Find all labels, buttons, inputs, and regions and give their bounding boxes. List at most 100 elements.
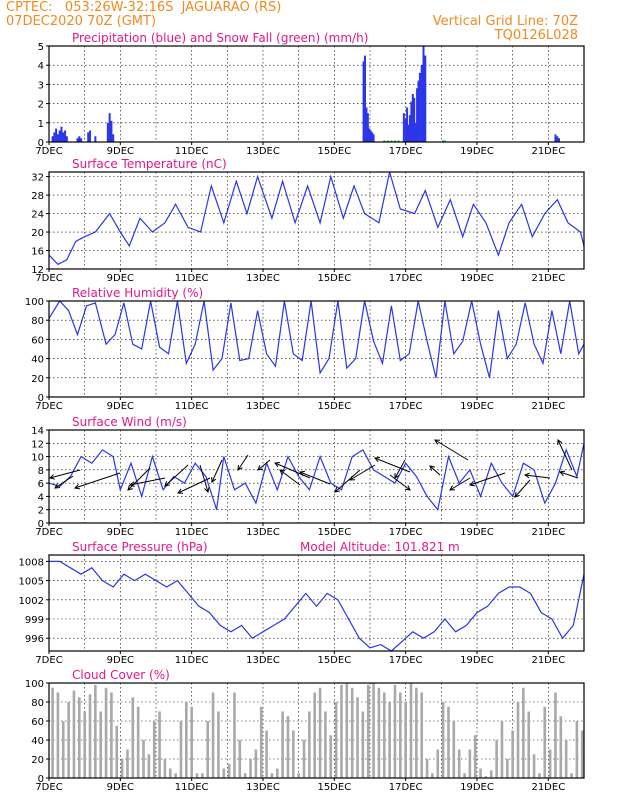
wind-arrow <box>334 469 361 493</box>
wind-arrow <box>49 469 81 479</box>
snow-bar <box>383 140 386 142</box>
cloud-bar <box>324 711 327 778</box>
cloud-bar <box>334 702 338 778</box>
snow-bar <box>443 140 446 142</box>
wind-arrow-head <box>349 475 356 481</box>
y-tick-label: 2 <box>38 100 44 111</box>
x-tick-label: 21DEC <box>531 527 565 538</box>
wind-arrow-head <box>394 472 400 479</box>
cloud-bar <box>382 692 386 778</box>
y-tick-label: 40 <box>31 355 44 366</box>
x-tick-label: 19DEC <box>460 782 494 793</box>
y-tick-label: 28 <box>31 191 44 202</box>
cloud-bar <box>238 740 242 778</box>
wind-arrow <box>374 457 411 473</box>
cloud-bar <box>88 694 92 778</box>
wind-arrow-head <box>434 439 441 445</box>
precip-bar <box>94 136 97 142</box>
wind-arrow <box>211 459 223 483</box>
cloud-bar <box>543 706 547 778</box>
series-line <box>48 443 585 512</box>
precip-bar <box>112 134 115 142</box>
cloud-bar <box>286 716 290 778</box>
precip-bar <box>410 101 413 142</box>
cloud-bar <box>409 683 413 778</box>
wind-arrow-head <box>279 469 286 475</box>
cloud-bar <box>388 702 391 778</box>
cloud-bar <box>415 687 418 778</box>
panel-title: Relative Humidity (%) <box>72 286 203 300</box>
cloud-bar <box>110 692 113 778</box>
x-tick-label: 9DEC <box>107 527 134 538</box>
cloud-bar <box>580 730 584 778</box>
precip-bar <box>365 107 368 142</box>
cloud-bar <box>538 773 541 778</box>
y-tick-label: 10 <box>31 453 44 464</box>
cloud-bar <box>548 749 552 778</box>
cloud-bar <box>473 735 477 778</box>
y-tick-label: 20 <box>31 755 44 766</box>
cloud-bar <box>527 711 531 778</box>
x-tick-label: 13DEC <box>246 655 280 666</box>
precip-bar <box>413 97 416 142</box>
x-tick-label: 17DEC <box>389 527 423 538</box>
wind-arrow-head <box>523 472 530 479</box>
snow-bar <box>397 140 400 142</box>
y-tick-label: 14 <box>31 426 44 437</box>
panel-frame <box>48 45 585 143</box>
model-code-header: TQ0126L028 <box>494 28 578 43</box>
wind-arrow <box>177 477 211 494</box>
cloud-bar <box>457 749 461 778</box>
precip-bar <box>556 136 559 142</box>
cloud-bar <box>399 692 402 778</box>
x-tick-label: 9DEC <box>107 273 134 284</box>
wind-arrow-head <box>204 487 210 493</box>
x-tick-label: 17DEC <box>389 273 423 284</box>
precip-bar <box>408 115 411 142</box>
x-tick-label: 11DEC <box>175 146 209 157</box>
cloud-bar <box>243 773 247 778</box>
cloud-bar <box>340 684 343 778</box>
panel-title: Surface Temperature (nC) <box>72 157 227 171</box>
grid-note-header: Vertical Grid Line: 70Z <box>432 14 578 29</box>
cloud-bar <box>479 768 482 778</box>
y-tick-label: 80 <box>31 316 44 327</box>
y-tick-label: 2 <box>38 506 44 517</box>
y-tick-label: 1 <box>38 119 44 130</box>
cloud-bar <box>522 687 525 778</box>
wind-arrow <box>557 439 573 471</box>
y-tick-label: 999 <box>25 615 44 626</box>
run-date-header: 07DEC2020 70Z (GMT) <box>6 14 157 29</box>
precip-bar <box>60 126 63 142</box>
snow-bar <box>442 140 445 142</box>
precip-bar <box>55 128 58 142</box>
y-tick-label: 3 <box>38 80 44 91</box>
cloud-bar <box>447 706 450 778</box>
y-tick-label: 4 <box>38 492 44 503</box>
cloud-bar <box>275 768 279 778</box>
precip-bar <box>364 55 367 142</box>
cloud-bar <box>345 683 349 778</box>
cloud-bar <box>500 721 504 778</box>
cloud-bar <box>99 711 103 778</box>
x-tick-label: 9DEC <box>107 401 134 412</box>
x-tick-label: 11DEC <box>175 401 209 412</box>
cloud-bar <box>195 773 199 778</box>
cloud-bar <box>265 730 268 778</box>
wind-arrow <box>164 464 189 487</box>
cloud-bar <box>436 749 440 778</box>
cloud-bar <box>452 721 456 778</box>
cloud-bar <box>120 759 124 778</box>
precip-bar <box>420 65 423 142</box>
precip-bar <box>76 138 79 142</box>
cloud-bar <box>420 692 424 778</box>
cloud-bar <box>377 687 381 778</box>
wind-arrow <box>127 467 151 491</box>
y-tick-label: 20 <box>31 374 44 385</box>
y-tick-label: 60 <box>31 335 44 346</box>
precip-bar <box>78 136 81 142</box>
wind-arrow-head <box>274 462 281 468</box>
cloud-bar <box>131 697 135 778</box>
x-tick-label: 9DEC <box>107 782 134 793</box>
cloud-bar <box>206 721 210 778</box>
